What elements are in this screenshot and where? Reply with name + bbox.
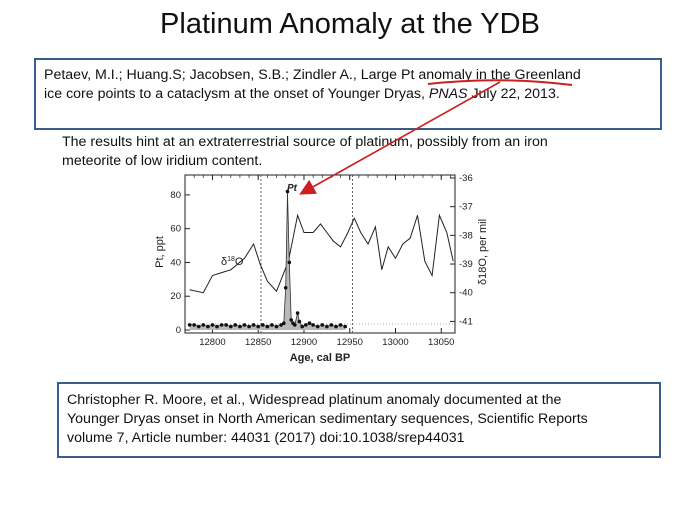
pt-data-point	[338, 323, 343, 327]
pt-data-point	[320, 323, 325, 327]
reference-authors: Petaev, M.I.; Huang.S; Jacobsen, S.B.; Z…	[44, 67, 401, 83]
d18o-label: δ18O	[221, 256, 244, 268]
summary-line-2: meteorite of low iridium content.	[62, 153, 263, 169]
x-axis-label: Age, cal BP	[290, 352, 351, 364]
x-tick-label: 13000	[382, 337, 408, 348]
pt-data-point	[297, 319, 302, 324]
pt-data-point	[329, 323, 334, 327]
reference-bottom-line-3: volume 7, Article number: 44031 (2017) d…	[67, 430, 465, 446]
pt-data-point	[256, 324, 260, 329]
pt-data-point	[265, 324, 270, 329]
x-tick-label: 12850	[245, 337, 271, 348]
reference-bottom-line-1: Christopher R. Moore, et al., Widespread…	[67, 392, 562, 408]
pt-data-point	[251, 323, 256, 327]
reference-journal: PNAS	[428, 86, 468, 102]
pt-data-point	[300, 324, 304, 329]
pt-data-point	[274, 324, 279, 329]
x-tick-label: 12900	[291, 337, 317, 348]
y-axis-label-right: δ18O, per mil	[477, 219, 489, 285]
pt-peak-label: Pt	[287, 183, 298, 194]
pt-data-point	[206, 324, 210, 329]
pt-series-line	[189, 191, 346, 328]
y-left-tick-label: 60	[170, 224, 181, 235]
reference-bottom-line-2: Younger Dryas onset in North American se…	[67, 411, 588, 427]
chart-guides	[185, 175, 455, 333]
summary-line-1: The results hint at an extraterrestrial …	[62, 134, 548, 150]
pt-data-point	[307, 321, 312, 325]
pt-data-point	[282, 321, 286, 325]
y-right-tick-label: -41	[459, 316, 473, 327]
pt-data-point	[261, 323, 265, 327]
reference-date: July 22, 2013.	[467, 86, 560, 102]
reference-box-moore: Christopher R. Moore, et al., Widespread…	[57, 382, 661, 458]
x-tick-label: 12800	[199, 337, 225, 348]
pt-data-point	[210, 323, 215, 327]
pt-data-point	[215, 324, 219, 329]
pt-data-point	[343, 324, 347, 329]
y-right-tick-label: -37	[459, 202, 473, 213]
summary-text: The results hint at an extraterrestrial …	[62, 133, 652, 171]
y-right-tick-label: -38	[459, 230, 473, 241]
pt-data-point	[279, 323, 283, 327]
pt-data-point	[238, 324, 242, 329]
pt-data-point	[311, 323, 315, 327]
platinum-chart: 12800 12850 12900 12950 13000 13050 0 20 40 60 80 -…	[154, 173, 489, 364]
pt-data-point	[233, 323, 238, 327]
d18o-series-line	[189, 213, 454, 294]
pt-data-point	[270, 323, 274, 327]
reference-highlight: Pt anomaly in the Greenland	[400, 67, 581, 83]
y-right-tick-label: -36	[459, 173, 473, 184]
y-right-tick-label: -40	[459, 288, 473, 299]
chart-series	[187, 189, 454, 330]
chart-ticks: 12800 12850 12900 12950 13000 13050 0 20 40 60 80 -…	[170, 173, 472, 348]
reference-line-1: Petaev, M.I.; Huang.S; Jacobsen, S.B.; Z…	[44, 66, 652, 85]
reference-box-petaev: Petaev, M.I.; Huang.S; Jacobsen, S.B.; Z…	[34, 58, 662, 130]
reference-line-2: ice core points to a cataclysm at the on…	[44, 85, 652, 104]
pt-data-point	[196, 324, 201, 329]
pt-data-point	[224, 323, 228, 327]
slide-title: Platinum Anomaly at the YDB	[160, 8, 540, 40]
pt-data-point	[315, 324, 320, 329]
reference-title-end: ice core points to a cataclysm at the on…	[44, 86, 429, 102]
y-right-tick-label: -39	[459, 259, 473, 270]
pt-data-point	[287, 260, 292, 265]
pt-data-point	[201, 323, 206, 327]
x-tick-label: 12950	[337, 337, 363, 348]
y-left-tick-label: 80	[170, 190, 181, 201]
plot-frame	[184, 174, 456, 334]
y-left-tick-label: 40	[170, 257, 181, 268]
pt-data-point	[247, 324, 251, 329]
pt-data-point	[192, 323, 196, 327]
pt-data-point	[242, 323, 247, 327]
pt-data-point	[325, 324, 329, 329]
pt-data-point	[295, 311, 300, 315]
pt-data-point	[334, 324, 338, 329]
pt-data-point	[289, 318, 293, 322]
pt-data-point	[304, 323, 308, 327]
pt-data-point	[219, 323, 224, 327]
pt-data-point	[293, 323, 297, 327]
y-left-tick-label: 0	[176, 325, 181, 336]
pt-data-point	[229, 324, 233, 329]
x-tick-label: 13050	[428, 337, 454, 348]
y-axis-label-left: Pt, ppt	[154, 236, 166, 268]
pt-series-area	[189, 191, 346, 330]
pt-data-point	[283, 286, 288, 290]
pt-data-point	[285, 189, 290, 194]
pt-data-point	[187, 323, 192, 327]
y-left-tick-label: 20	[170, 291, 181, 302]
